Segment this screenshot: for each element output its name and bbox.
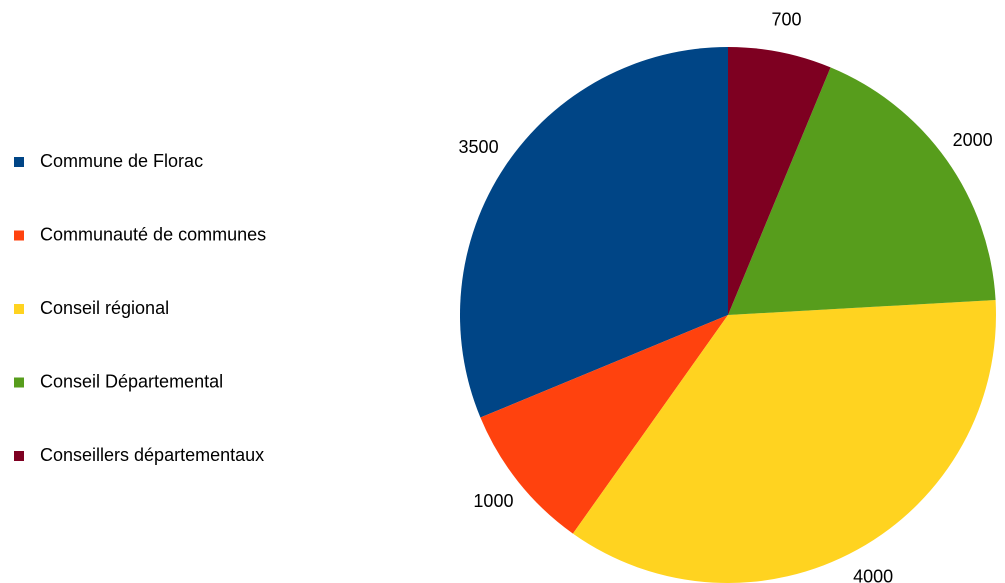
legend-swatch xyxy=(14,451,24,461)
legend-label: Communauté de communes xyxy=(40,224,266,244)
pie-slice xyxy=(572,299,996,583)
data-label: 700 xyxy=(772,10,802,30)
legend-label: Conseil régional xyxy=(40,298,169,318)
pie-slice xyxy=(480,315,728,534)
legend-swatch xyxy=(14,304,24,314)
legend-label: Commune de Florac xyxy=(40,151,203,171)
legend-label: Conseillers départementaux xyxy=(40,445,264,465)
legend-label: Conseil Départemental xyxy=(40,371,223,391)
data-label: 2000 xyxy=(953,130,993,150)
legend-swatch xyxy=(14,157,24,167)
pie-slice xyxy=(728,47,831,315)
data-label: 4000 xyxy=(853,566,893,583)
legend-swatch xyxy=(14,377,24,388)
data-label: 3500 xyxy=(459,137,499,157)
pie-slice xyxy=(728,67,996,315)
legend-swatch xyxy=(14,230,24,241)
data-label: 1000 xyxy=(473,491,513,511)
pie-slice xyxy=(459,47,728,418)
